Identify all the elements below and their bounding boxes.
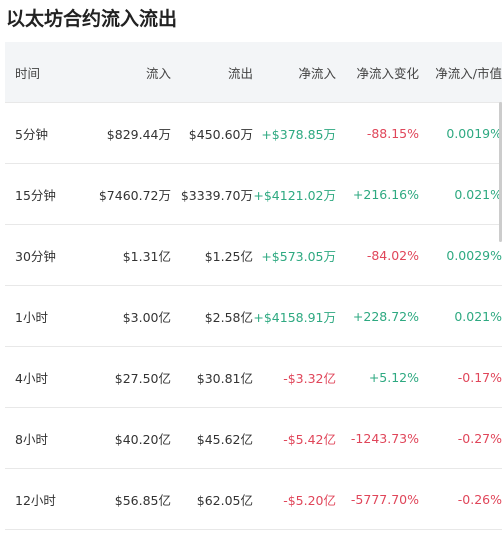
column-header: 流入	[83, 42, 171, 103]
table-cell: 30分钟	[5, 224, 83, 286]
header-row: 时间 流入 流出 净流入 净流入变化 净流入/市值	[5, 42, 502, 103]
table-row: 12小时 $56.85亿 $62.05亿 -$5.20亿 -5777.70% -0.26%	[5, 468, 502, 530]
table-cell: 8小时	[5, 407, 83, 469]
table-cell: 0.021%	[419, 285, 502, 347]
table-cell: +$4121.02万	[253, 163, 336, 225]
table-cell: -$3.32亿	[253, 346, 336, 408]
table-row: 5分钟 $829.44万 $450.60万 +$378.85万 -88.15% 0.001…	[5, 102, 502, 164]
table-cell: 12小时	[5, 468, 83, 530]
table-cell: -1243.73%	[336, 407, 419, 469]
table-cell: $3.00亿	[83, 285, 171, 347]
table-cell: -0.26%	[419, 468, 502, 530]
table-cell: $62.05亿	[171, 468, 253, 530]
table-cell: -5777.70%	[336, 468, 419, 530]
table-row: 8小时 $40.20亿 $45.62亿 -$5.42亿 -1243.73% -0.27%	[5, 407, 502, 469]
table-cell: +216.16%	[336, 163, 419, 225]
table-cell: 4小时	[5, 346, 83, 408]
flow-table: 时间 流入 流出 净流入 净流入变化 净流入/市值 5分钟 $829.44万 $450.60万…	[5, 42, 502, 530]
table-cell: $27.50亿	[83, 346, 171, 408]
table-cell: 1小时	[5, 285, 83, 347]
table-cell: -84.02%	[336, 224, 419, 286]
table-row: 4小时 $27.50亿 $30.81亿 -$3.32亿 +5.12% -0.17%	[5, 346, 502, 408]
table-cell: 0.021%	[419, 163, 502, 225]
table-cell: $1.25亿	[171, 224, 253, 286]
table-cell: +$378.85万	[253, 102, 336, 164]
table-cell: $450.60万	[171, 102, 253, 164]
table-cell: -0.17%	[419, 346, 502, 408]
table-cell: 0.0029%	[419, 224, 502, 286]
table-cell: $3339.70万	[171, 163, 253, 225]
table-cell: $829.44万	[83, 102, 171, 164]
table-wrap: 时间 流入 流出 净流入 净流入变化 净流入/市值 5分钟 $829.44万 $450.60万…	[5, 42, 502, 530]
column-header: 净流入/市值	[419, 42, 502, 103]
table-cell: +$573.05万	[253, 224, 336, 286]
table-cell: -0.27%	[419, 407, 502, 469]
title: 以太坊合约流入流出	[6, 8, 178, 30]
column-header: 净流入	[253, 42, 336, 103]
table-row: 15分钟 $7460.72万 $3339.70万 +$4121.02万 +216.16%…	[5, 163, 502, 225]
table-cell: $2.58亿	[171, 285, 253, 347]
table-cell: $45.62亿	[171, 407, 253, 469]
table-cell: +5.12%	[336, 346, 419, 408]
scrollbar[interactable]	[499, 102, 502, 242]
table-cell: $30.81亿	[171, 346, 253, 408]
table-row: 30分钟 $1.31亿 $1.25亿 +$573.05万 -84.02% 0.0029%	[5, 224, 502, 286]
table-cell: $56.85亿	[83, 468, 171, 530]
table-cell: 5分钟	[5, 102, 83, 164]
table-cell: -$5.42亿	[253, 407, 336, 469]
table-cell: $40.20亿	[83, 407, 171, 469]
table-cell: -$5.20亿	[253, 468, 336, 530]
table-cell: -88.15%	[336, 102, 419, 164]
column-header: 流出	[171, 42, 253, 103]
table-row: 1小时 $3.00亿 $2.58亿 +$4158.91万 +228.72% 0.021%	[5, 285, 502, 347]
column-header: 时间	[5, 42, 83, 103]
table-cell: 0.0019%	[419, 102, 502, 164]
table-cell: $7460.72万	[83, 163, 171, 225]
table-cell: +228.72%	[336, 285, 419, 347]
table-cell: 15分钟	[5, 163, 83, 225]
column-header: 净流入变化	[336, 42, 419, 103]
table-body: 5分钟 $829.44万 $450.60万 +$378.85万 -88.15% 0.001…	[5, 102, 502, 530]
table-cell: +$4158.91万	[253, 285, 336, 347]
table-cell: $1.31亿	[83, 224, 171, 286]
